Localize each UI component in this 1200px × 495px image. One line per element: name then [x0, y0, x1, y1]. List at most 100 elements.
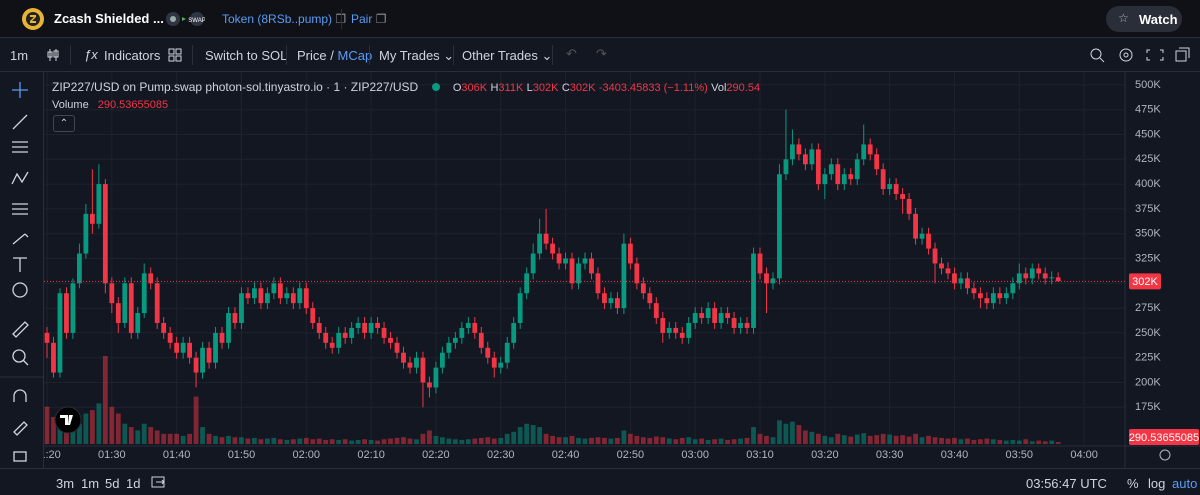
candle-icon[interactable] — [46, 48, 60, 62]
redo-icon[interactable]: ↷ — [596, 46, 607, 61]
goto-date-icon[interactable] — [151, 475, 167, 489]
settings-icon — [1159, 449, 1171, 461]
candle-body — [394, 342, 400, 353]
candle-body — [310, 308, 316, 323]
candle-body — [926, 233, 931, 249]
volume-bar — [329, 439, 335, 444]
volume-bar — [997, 439, 1003, 444]
token-link-text[interactable]: Token (8RSb..pump) — [222, 12, 333, 26]
candle-body — [303, 288, 309, 309]
switch-currency[interactable]: Switch to SOL — [205, 48, 288, 63]
volume-bar — [226, 435, 231, 444]
layout-icon[interactable] — [168, 48, 182, 62]
volume-bar — [874, 435, 880, 444]
volume-bar — [757, 433, 763, 444]
candle-body — [887, 184, 893, 190]
candle-body — [375, 322, 380, 328]
collapse-button[interactable]: ⌃ — [53, 115, 75, 132]
candle-body — [712, 308, 718, 323]
volume-legend-value: 290.53655085 — [97, 99, 169, 111]
volume-bar — [848, 436, 854, 444]
candle-body — [932, 248, 938, 264]
volume-bar — [556, 437, 562, 444]
candle-body — [815, 149, 821, 185]
range-1m[interactable]: 1m — [81, 476, 100, 491]
x-tick-label: 03:50 — [1006, 449, 1034, 461]
my-trades[interactable]: My Trades ⌄ — [379, 48, 455, 63]
candle-body — [271, 283, 277, 294]
my-trades-label[interactable]: My Trades — [379, 48, 440, 63]
legend-open-label: O — [452, 82, 462, 94]
fx-icon: ƒx — [84, 47, 98, 62]
range-1d[interactable]: 1d — [126, 476, 141, 491]
volume-bar — [790, 421, 795, 444]
volume-bar — [880, 433, 886, 444]
volume-bar — [517, 427, 523, 444]
range-3m[interactable]: 3m — [56, 476, 75, 491]
indicators[interactable]: Indicators — [104, 48, 161, 63]
candle-body — [511, 322, 517, 343]
volume-bar — [368, 439, 374, 444]
volume-bar — [686, 437, 692, 444]
price-option[interactable]: Price — [297, 48, 327, 63]
volume-bar — [835, 433, 841, 444]
y-tick-label: 475K — [1135, 104, 1161, 116]
candle-body — [57, 293, 63, 373]
candle-body — [660, 318, 666, 333]
last-price-label: 302K — [1132, 276, 1158, 288]
candle-body — [965, 278, 970, 289]
candle-body — [381, 327, 387, 338]
pair-link-text[interactable]: Pair — [351, 12, 373, 26]
percent-toggle[interactable]: % — [1127, 476, 1139, 491]
candle-body — [297, 288, 303, 304]
volume-bar — [958, 439, 964, 444]
watch-label[interactable]: Watch — [1139, 12, 1178, 27]
volume-bar — [245, 438, 251, 444]
candle-body — [485, 347, 491, 358]
log-toggle[interactable]: log — [1148, 476, 1166, 491]
candle-body — [420, 357, 426, 383]
right-tools[interactable] — [1088, 46, 1192, 64]
undo-icon[interactable]: ↶ — [566, 46, 577, 61]
candle-body — [465, 322, 471, 328]
x-tick-label: 01:50 — [228, 449, 256, 461]
volume-bar — [913, 433, 918, 444]
candle-body — [239, 293, 244, 323]
candle-body — [277, 283, 283, 299]
volume-bar — [180, 435, 186, 444]
auto-toggle[interactable]: auto — [1172, 476, 1198, 491]
candle-body — [213, 332, 218, 363]
candle-body — [524, 273, 530, 294]
volume-bar — [602, 437, 607, 444]
interval[interactable]: 1m — [10, 48, 29, 63]
x-tick-label: 02:00 — [293, 449, 321, 461]
volume-bar — [303, 437, 309, 444]
legend-open: 306K — [461, 82, 488, 94]
candle-body — [1016, 273, 1022, 284]
mcap-option[interactable]: MCap — [337, 48, 373, 63]
candle-body — [764, 273, 769, 284]
volume-bar — [452, 439, 458, 444]
volume-bar — [1042, 441, 1048, 444]
candle-body — [796, 144, 802, 155]
candle-body — [595, 273, 601, 294]
token-link[interactable]: Token (8RSb..pump) ❐ — [222, 12, 346, 26]
candle-body — [154, 283, 160, 323]
volume-bar — [965, 438, 970, 444]
volume-bar — [543, 433, 549, 444]
drawing-tools[interactable] — [0, 72, 44, 468]
volume-bar — [725, 439, 731, 444]
price-mcap[interactable]: Price / MCap — [297, 48, 372, 63]
candle-body — [770, 278, 776, 284]
watch-button[interactable]: ☆ Watch — [1106, 6, 1182, 32]
volume-bar — [388, 438, 393, 444]
volume-bar — [161, 433, 167, 444]
candle-body — [414, 357, 419, 368]
legend-change: -3403.45833 (−1.11%) — [598, 82, 708, 94]
candle-body — [705, 308, 711, 319]
other-trades[interactable]: Other Trades ⌄ — [462, 48, 553, 63]
candle-body — [206, 347, 212, 363]
other-trades-label[interactable]: Other Trades — [462, 48, 538, 63]
pair-link[interactable]: Pair ❐ — [351, 12, 387, 26]
range-5d[interactable]: 5d — [105, 476, 120, 491]
